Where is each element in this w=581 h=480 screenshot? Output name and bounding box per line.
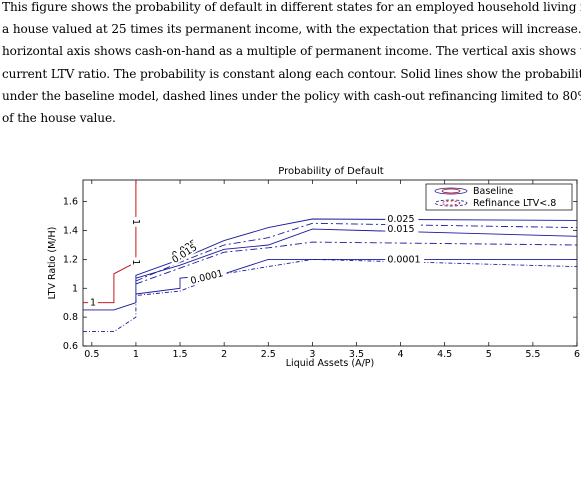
contour-label: 0.015 xyxy=(387,224,414,235)
series-line-refinance-0.0001 xyxy=(83,258,578,333)
x-tick-label: 4 xyxy=(398,349,404,360)
x-tick-label: 1 xyxy=(133,349,139,360)
legend-swatch-refinance xyxy=(434,199,468,207)
x-axis: 0.5 1 1.5 2 2.5 3 3.5 4 4.5 5 5.5 6 xyxy=(84,180,580,360)
contour-label-bg xyxy=(130,257,141,268)
y-axis-label: LTV Ratio (M/H) xyxy=(47,227,58,300)
legend-entry-refinance: Refinance LTV<.8 xyxy=(434,198,556,209)
x-tick-label: 2 xyxy=(221,349,227,360)
caption-line: This figure shows the probability of def… xyxy=(2,0,581,14)
figure-caption: This figure shows the probability of def… xyxy=(2,0,581,129)
y-tick-label: 1.6 xyxy=(63,197,78,208)
y-tick-label: 0.6 xyxy=(63,341,78,352)
legend-label-refinance: Refinance LTV<.8 xyxy=(473,198,556,209)
contour-label-bg xyxy=(130,216,141,227)
contour-label: 0.025 xyxy=(387,214,414,225)
x-tick-label: 2.5 xyxy=(261,349,276,360)
y-tick-label: 1.2 xyxy=(63,254,78,265)
x-tick-label: 5 xyxy=(486,349,492,360)
caption-line: of the house value. xyxy=(2,111,116,126)
x-tick-label: 3.5 xyxy=(349,349,364,360)
x-tick-label: 6 xyxy=(574,349,580,360)
legend: Baseline Refinance LTV<.8 xyxy=(425,183,573,211)
caption-line: under the baseline model, dashed lines u… xyxy=(2,88,581,103)
x-tick-label: 5.5 xyxy=(525,349,540,360)
contour-label-bg xyxy=(385,213,419,224)
x-tick-label: 3 xyxy=(309,349,315,360)
y-tick-label: 0.8 xyxy=(63,312,78,323)
y-tick-label: 1 xyxy=(72,283,78,294)
chart-title: Probability of Default xyxy=(278,166,383,177)
contour-label-bg xyxy=(385,224,419,235)
legend-label-baseline: Baseline xyxy=(473,186,513,197)
caption-line: a house valued at 25 times its permanent… xyxy=(2,22,581,37)
series-line-refinance-0.015 xyxy=(135,241,578,285)
contour-label-bg xyxy=(385,254,425,265)
x-axis-label: Liquid Assets (A/P) xyxy=(286,358,374,369)
y-tick-label: 1.4 xyxy=(63,226,78,237)
contour-label-bg xyxy=(168,240,202,267)
legend-swatch-baseline xyxy=(434,187,468,195)
x-tick-label: 4.5 xyxy=(437,349,452,360)
legend-swatch-baseline-inner xyxy=(441,188,461,194)
series-line-red xyxy=(83,180,137,304)
contour-label: 1 xyxy=(90,298,96,309)
series-line-baseline-0.015 xyxy=(135,228,578,279)
contour-label: 1 xyxy=(130,219,141,225)
caption-line: horizontal axis shows cash-on-hand as a … xyxy=(2,44,581,59)
legend-swatch-refinance-inner xyxy=(441,200,461,206)
caption-line: current LTV ratio. The probability is co… xyxy=(2,66,581,81)
legend-entry-baseline: Baseline xyxy=(434,186,513,197)
x-tick-label: 1.5 xyxy=(172,349,187,360)
contour-label-bg xyxy=(187,267,228,287)
contour-label-bg xyxy=(88,297,98,308)
x-tick-label: 0.5 xyxy=(84,349,99,360)
contour-label: 1 xyxy=(130,259,141,265)
contour-label: 0.0001 xyxy=(387,254,420,265)
